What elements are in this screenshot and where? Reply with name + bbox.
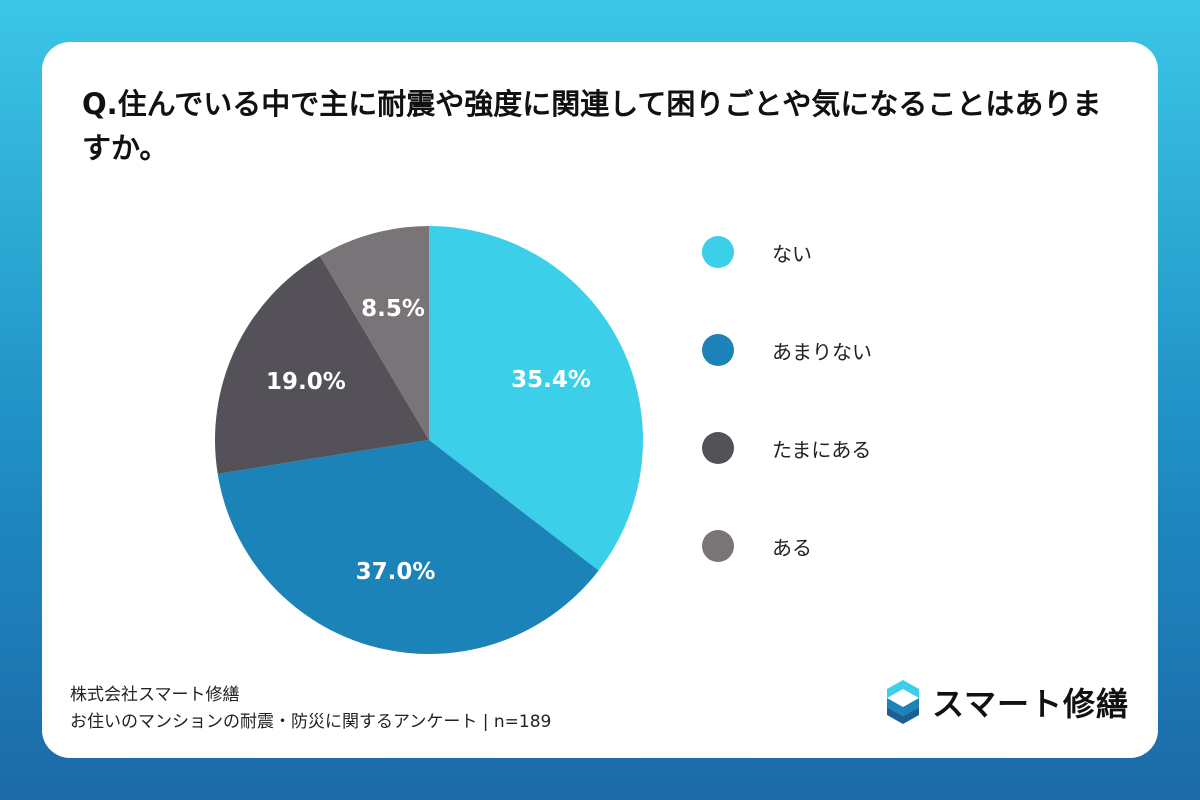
pie-slice-2	[215, 255, 429, 474]
source-company: 株式会社スマート修繕	[70, 685, 240, 705]
legend-item-0: ない	[702, 232, 812, 272]
legend-item-1: あまりない	[702, 330, 872, 370]
legend-item-3: ある	[702, 526, 812, 566]
pie-slice-3	[319, 226, 429, 440]
chart-title: Q.住んでいる中で主に耐震や強度に関連して困りごとや気になることはありますか。	[82, 87, 1102, 165]
pie-slice-label-0: 35.4%	[511, 367, 591, 393]
legend-label-1: あまりない	[772, 339, 872, 364]
legend-item-2: たまにある	[702, 428, 871, 468]
pie-slice-0	[429, 226, 643, 571]
legend-label-3: ある	[772, 535, 812, 560]
source-note: 株式会社スマート修繕 お住いのマンションの耐震・防災に関するアンケート | n=…	[70, 682, 551, 736]
s-logo-icon	[887, 680, 919, 724]
legend-swatch-1	[702, 334, 734, 366]
source-survey: お住いのマンションの耐震・防災に関するアンケート | n=189	[70, 712, 552, 732]
legend-label-2: たまにある	[772, 437, 872, 462]
legend-label-0: ない	[772, 241, 812, 266]
legend-swatch-2	[702, 432, 734, 464]
brand-logo: スマート修繕	[884, 678, 1129, 726]
legend-swatch-0	[702, 236, 734, 268]
pie-slice-label-1: 37.0%	[356, 559, 436, 585]
legend-swatch-3	[702, 530, 734, 562]
pie-slice-label-2: 19.0%	[266, 369, 346, 395]
chart-card: Q.住んでいる中で主に耐震や強度に関連して困りごとや気になることはありますか。 …	[42, 42, 1158, 758]
pie-chart: 35.4% 37.0% 19.0% 8.5%	[215, 226, 643, 654]
pie-slice-1	[217, 440, 599, 654]
pie-slice-label-3: 8.5%	[361, 296, 425, 322]
logo-text: スマート修繕	[932, 685, 1130, 723]
